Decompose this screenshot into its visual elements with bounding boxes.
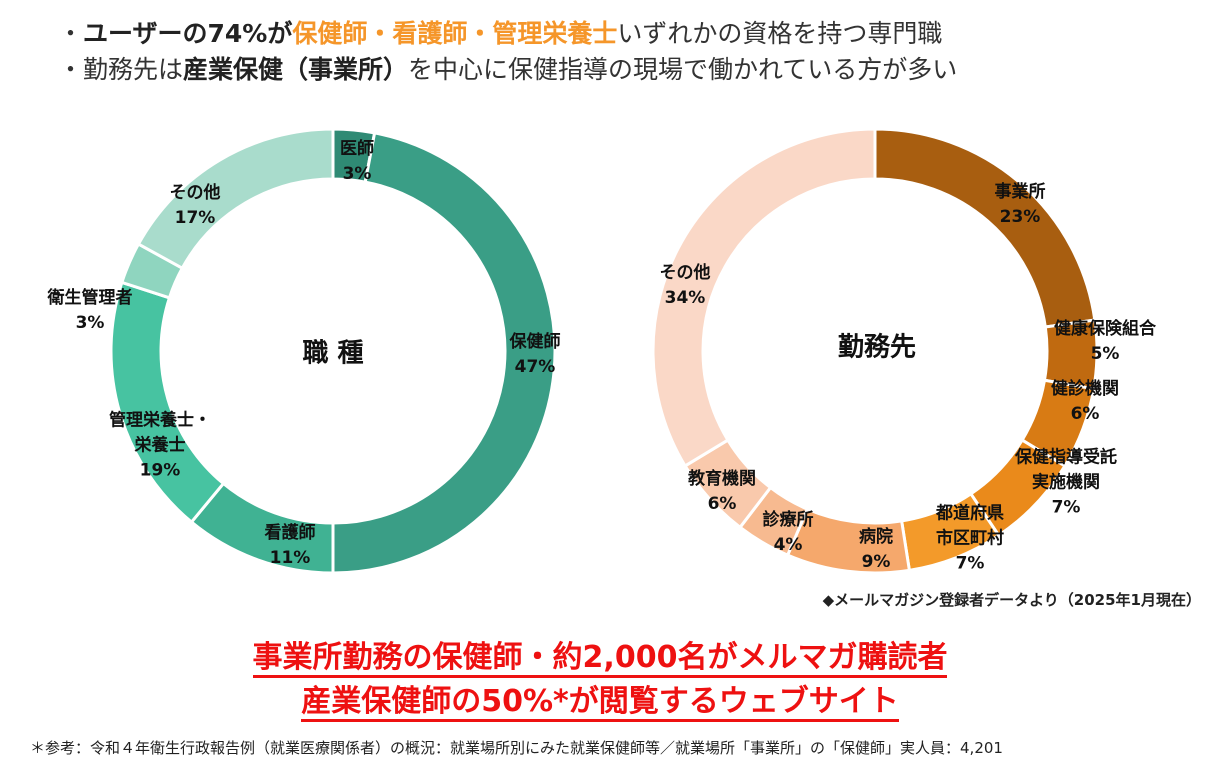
- slice-value: 17%: [174, 208, 216, 228]
- slice-category: 管理栄養士・: [109, 410, 211, 431]
- slice-value: 6%: [707, 494, 737, 514]
- headline-1-text: 事業所勤務の保健師・約2,000名がメルマガ購読者: [252, 640, 948, 678]
- donut-slice: [873, 127, 1097, 329]
- slice-value: 34%: [664, 288, 706, 308]
- slice-value: 3%: [75, 313, 105, 333]
- slice-label: 医師 3%: [340, 137, 374, 187]
- slice-category: 保健師: [509, 332, 561, 352]
- bullet-prefix: ・: [58, 19, 84, 48]
- slice-label: 健康保険組合 5%: [1054, 317, 1156, 367]
- slice-label: 健診機関 6%: [1051, 377, 1119, 427]
- slice-label: 看護師 11%: [265, 521, 316, 571]
- slice-value: 5%: [1090, 344, 1120, 364]
- slice-label: 保健師 47%: [510, 330, 561, 380]
- slice-value: 9%: [861, 552, 891, 572]
- slice-category: 実施機関: [1032, 472, 1100, 493]
- slice-label: その他 17%: [170, 181, 221, 231]
- slice-value: 4%: [773, 535, 803, 555]
- bullet-users: ・ユーザーの74%が保健師・看護師・管理栄養士いずれかの資格を持つ専門職: [58, 14, 942, 50]
- footnote: ＊参考：令和４年衛生行政報告例（就業医療関係者）の概況：就業場所別にみた就業保健…: [30, 739, 1003, 757]
- slice-label: その他 34%: [660, 261, 711, 311]
- slice-category: 保健指導受託: [1015, 447, 1117, 468]
- bullet-rest: いずれかの資格を持つ専門職: [617, 19, 943, 48]
- bullet-workplace: ・勤務先は産業保健（事業所）を中心に保健指導の現場で働かれている方が多い: [58, 50, 957, 86]
- donut-slice: [651, 127, 877, 469]
- bullet-rest: を中心に保健指導の現場で働かれている方が多い: [408, 55, 958, 84]
- bullet-prefix: ・勤務先は: [58, 55, 184, 84]
- headline-2-text: 産業保健師の50%*が閲覧するウェブサイト: [301, 684, 899, 722]
- slice-category: その他: [169, 183, 221, 203]
- slice-category: その他: [659, 263, 711, 283]
- donut-slice: [136, 127, 335, 271]
- slice-label: 保健指導受託 実施機関 7%: [1015, 446, 1117, 521]
- slice-label: 都道府県市区町村 7%: [936, 502, 1004, 577]
- slice-label: 診療所 4%: [763, 508, 814, 558]
- slice-label: 教育機関 6%: [688, 467, 756, 517]
- bullet-bold: 産業保健（事業所）: [183, 55, 409, 84]
- slice-category: 看護師: [264, 523, 316, 543]
- slice-label: 衛生管理者 3%: [48, 286, 133, 336]
- slice-category: 事業所: [994, 182, 1046, 202]
- slice-category: 医師: [340, 139, 374, 159]
- slice-value: 7%: [955, 553, 985, 574]
- slice-value: 47%: [514, 357, 556, 377]
- bullet-bold: ユーザーの74%が: [83, 19, 293, 48]
- headline-1: 事業所勤務の保健師・約2,000名がメルマガ購読者: [0, 632, 1200, 678]
- bullet-highlight: 保健師・看護師・管理栄養士: [292, 19, 618, 48]
- slice-value: 6%: [1070, 404, 1100, 424]
- slice-category: 栄養士: [134, 435, 186, 456]
- slice-value: 3%: [342, 164, 372, 184]
- slice-category: 病院: [859, 527, 893, 547]
- chart-title-workplace: 勤務先: [837, 332, 917, 363]
- slice-value: 11%: [269, 548, 311, 568]
- chart-title-occupation: 職 種: [302, 338, 364, 369]
- slice-category: 市区町村: [936, 528, 1004, 549]
- donut-slice: [331, 131, 557, 575]
- slice-value: 23%: [999, 207, 1041, 227]
- slice-label: 管理栄養士・ 栄養士 19%: [109, 409, 211, 484]
- slice-category: 診療所: [762, 510, 814, 530]
- slice-category: 衛生管理者: [47, 288, 133, 308]
- headline-2: 産業保健師の50%*が閲覧するウェブサイト: [0, 676, 1200, 722]
- slice-label: 病院 9%: [859, 525, 893, 575]
- slice-category: 健康保険組合: [1054, 319, 1156, 339]
- slice-value: 7%: [1051, 497, 1081, 518]
- slice-value: 19%: [139, 460, 181, 481]
- source-note: ◆メールマガジン登録者データより（2025年1月現在）: [822, 591, 1201, 609]
- slice-category: 健診機関: [1051, 379, 1119, 399]
- slice-category: 都道府県: [936, 503, 1004, 524]
- slice-label: 事業所 23%: [995, 180, 1046, 230]
- slice-category: 教育機関: [688, 469, 756, 489]
